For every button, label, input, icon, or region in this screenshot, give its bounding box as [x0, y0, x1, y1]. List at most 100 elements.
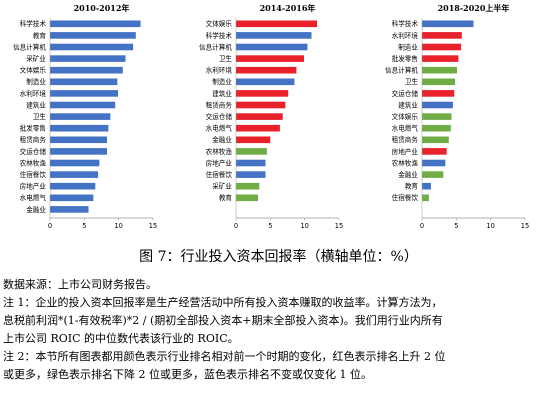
bar: [236, 43, 308, 51]
category-label: 金融业: [212, 135, 232, 144]
tick-label: 0: [234, 222, 238, 230]
category-label: 采矿业: [212, 182, 232, 191]
category-label: 建筑业: [26, 100, 46, 109]
category-label: 水利环境: [206, 66, 233, 75]
category-label: 交运仓储: [206, 112, 233, 121]
category-label: 建筑业: [212, 89, 232, 98]
bar: [422, 32, 462, 39]
category-label: 金融业: [398, 170, 418, 179]
category-label: 租赁商务: [20, 135, 47, 144]
bar: [50, 20, 141, 28]
note-1-line-3: 上市公司 ROIC 的中位数代表该行业的 ROIC。: [3, 332, 239, 345]
panel-title: 2014-2016年: [260, 3, 316, 13]
bar: [50, 78, 118, 86]
bar: [422, 182, 431, 190]
tick-label: 10: [300, 222, 308, 230]
tick-label: 0: [48, 222, 52, 230]
bar: [50, 171, 99, 178]
category-label: 批发零售: [392, 54, 418, 63]
bar: [422, 136, 449, 144]
panel-title: 2018-2020上半年: [438, 3, 510, 13]
chart-panel-1: 2010-2012年科学技术教育信息计算机采矿业文体娱乐制造业水利环境建筑业卫生…: [13, 3, 157, 230]
bar: [236, 194, 258, 202]
category-label: 科学技术: [392, 19, 419, 28]
bar: [236, 171, 266, 178]
bar: [50, 90, 118, 97]
bar: [236, 148, 267, 155]
category-label: 水电燃气: [392, 124, 419, 133]
category-label: 农林牧渔: [392, 158, 419, 167]
note-1-line-1: 注 1：企业的投入资本回报率是生产经营活动中所有投入资本赚取的收益率。计算方法为…: [3, 296, 443, 309]
bar: [422, 55, 459, 62]
category-label: 房地产业: [206, 158, 233, 167]
category-label: 教育: [219, 193, 233, 202]
bar: [236, 32, 312, 39]
chart-panel-2: 2014-2016年文体娱乐科学技术信息计算机卫生水利环境制造业建筑业租赁商务交…: [199, 3, 343, 230]
category-label: 教育: [33, 31, 47, 40]
note-2-line-1: 注 2：本节所有图表都用颜色表示行业排名相对前一个时期的变化，红色表示排名上升 …: [3, 350, 446, 363]
category-label: 住宿餐饮: [20, 170, 47, 179]
bar: [236, 78, 295, 86]
bar: [422, 171, 444, 178]
bar: [422, 78, 455, 86]
category-label: 卫生: [219, 54, 233, 63]
note-2-line-2: 或更多，绿色表示排名下降 2 位或更多，蓝色表示排名不变或仅变化 1 位。: [3, 368, 372, 381]
bar: [50, 66, 123, 74]
category-label: 卫生: [405, 77, 419, 86]
category-label: 金融业: [26, 205, 46, 214]
bar: [236, 113, 283, 120]
bar: [50, 148, 107, 155]
category-label: 信息计算机: [199, 42, 232, 51]
bar: [236, 90, 289, 97]
category-label: 采矿业: [26, 54, 46, 63]
category-label: 文体娱乐: [20, 66, 47, 75]
bar: [422, 43, 462, 51]
category-label: 交运仓储: [20, 147, 47, 156]
category-label: 租赁商务: [206, 100, 233, 109]
bar: [422, 194, 429, 202]
tick-label: 15: [335, 222, 343, 230]
bar: [50, 159, 100, 167]
bar: [50, 206, 89, 213]
bar: [422, 113, 452, 120]
category-label: 科学技术: [206, 31, 233, 40]
category-label: 水利环境: [392, 31, 419, 40]
category-label: 信息计算机: [13, 42, 46, 51]
bar: [50, 182, 96, 190]
category-label: 房地产业: [20, 182, 47, 191]
tick-label: 0: [420, 222, 424, 230]
tick-label: 5: [454, 222, 458, 230]
source-note: 数据来源：上市公司财务报告。: [3, 278, 157, 291]
bar: [422, 20, 474, 28]
category-label: 住宿餐饮: [206, 170, 233, 179]
bar: [236, 20, 317, 28]
tick-label: 10: [114, 222, 122, 230]
category-label: 水利环境: [20, 89, 47, 98]
category-label: 文体娱乐: [392, 112, 419, 121]
category-label: 制造业: [398, 42, 418, 51]
bar: [50, 55, 126, 62]
tick-label: 5: [82, 222, 86, 230]
panel-title: 2010-2012年: [74, 3, 130, 13]
chart-area: 2010-2012年 科学技术 教育 信息计算机 采矿业 文体娱乐 制造业 水利环境 建筑业 卫生…: [13, 3, 529, 230]
category-label: 教育: [405, 182, 419, 191]
category-label: 水电燃气: [20, 193, 47, 202]
category-label: 农林牧渔: [20, 158, 47, 167]
bar: [50, 101, 116, 109]
category-label: 水电燃气: [206, 124, 233, 133]
category-label: 制造业: [26, 77, 46, 86]
category-label: 信息计算机: [385, 66, 418, 75]
figure-caption: 图 7：行业投入资本回报率（横轴单位：%）: [139, 249, 418, 265]
category-label: 卫生: [33, 112, 47, 121]
category-label: 租赁商务: [392, 135, 419, 144]
category-label: 建筑业: [398, 100, 418, 109]
bar: [50, 136, 107, 144]
bar: [422, 124, 451, 132]
bar-charts-svg: 2010-2012年科学技术教育信息计算机采矿业文体娱乐制造业水利环境建筑业卫生…: [13, 3, 529, 230]
bar: [50, 43, 134, 51]
bar: [50, 194, 94, 202]
bar: [50, 113, 111, 120]
category-label: 住宿餐饮: [392, 193, 419, 202]
tick-label: 5: [268, 222, 272, 230]
category-label: 批发零售: [20, 124, 46, 133]
